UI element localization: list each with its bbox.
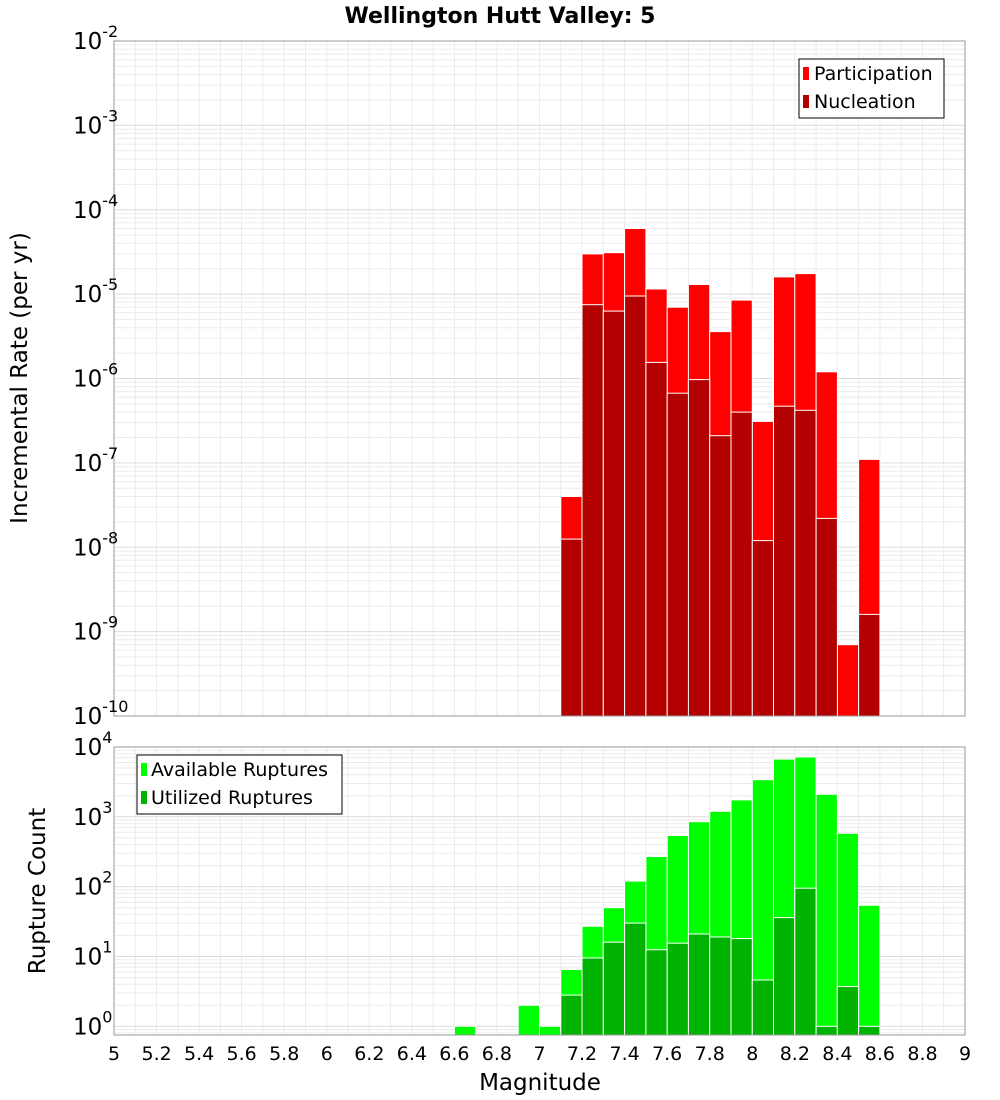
top-y-tick-label: 10-6 <box>73 360 118 393</box>
x-tick-label: 5.6 <box>226 1043 256 1065</box>
x-tick-labels: 5 5.2 5.4 5.6 5.8 6 6.2 6.4 6.6 6.8 7 7.2 7.4 7.6 7.8 8… <box>108 1043 971 1065</box>
bottom-bar-available <box>815 793 838 1036</box>
top-bar-nucleation <box>602 310 626 717</box>
top-bars <box>560 228 881 717</box>
top-bar-nucleation <box>773 405 796 717</box>
bottom-y-axis-title: Rupture Count <box>25 808 51 974</box>
top-bar-nucleation <box>709 435 732 717</box>
bottom-bar-utilized <box>709 936 732 1036</box>
top-y-tick-label: 10-5 <box>73 275 118 308</box>
top-y-tick-label: 10-3 <box>73 106 118 139</box>
bottom-y-tick-label: 104 <box>73 728 112 761</box>
x-tick-label: 5 <box>108 1043 120 1065</box>
top-bar-nucleation <box>815 517 838 717</box>
bottom-legend: Available Ruptures Utilized Ruptures <box>136 754 343 815</box>
top-y-tick-label: 10-7 <box>73 444 118 477</box>
bottom-bar-available <box>539 1025 562 1036</box>
bottom-bar-utilized <box>687 933 711 1036</box>
x-tick-label: 7.4 <box>609 1043 639 1065</box>
top-legend: Participation Nucleation <box>798 58 945 119</box>
bottom-bar-utilized <box>581 957 604 1036</box>
top-plot-frame <box>113 40 966 717</box>
top-bar-nucleation <box>560 538 583 717</box>
top-panel: 10-2 10-3 10-4 10-5 10-6 10-7 10-8 10-9 10-10 In… <box>7 22 966 730</box>
legend-swatch-utilized <box>141 791 147 804</box>
bottom-y-tick-label: 100 <box>73 1007 112 1040</box>
bottom-bar-utilized <box>624 922 647 1036</box>
x-tick-label: 5.8 <box>269 1043 299 1065</box>
x-tick-label: 7.8 <box>695 1043 725 1065</box>
bottom-bar-utilized <box>602 941 626 1036</box>
x-tick-label: 7 <box>533 1043 545 1065</box>
bottom-bar-available <box>858 904 881 1036</box>
x-tick-label: 7.6 <box>652 1043 682 1065</box>
x-tick-label: 7.2 <box>567 1043 597 1065</box>
x-tick-label: 6.4 <box>397 1043 427 1065</box>
bottom-bar-available <box>517 1004 541 1036</box>
top-legend-box <box>798 58 945 119</box>
bottom-bar-utilized <box>751 979 775 1036</box>
bottom-bar-utilized <box>858 1025 881 1036</box>
bottom-bar-utilized <box>836 986 860 1036</box>
bottom-bar-utilized <box>730 938 753 1036</box>
x-tick-label: 6.8 <box>482 1043 512 1065</box>
top-bar-participation <box>836 644 860 717</box>
legend-label-available: Available Ruptures <box>151 759 328 781</box>
bottom-bar-utilized <box>794 887 817 1036</box>
bottom-panel: 104 103 102 101 100 5 5.2 5.4 5.6 5.8 6 6.2 6.4 6.6 6… <box>25 728 971 1096</box>
x-tick-label: 6.2 <box>354 1043 384 1065</box>
bottom-y-tick-label: 101 <box>73 938 112 971</box>
x-tick-label: 6.6 <box>439 1043 469 1065</box>
top-bar-nucleation <box>730 411 753 717</box>
x-axis-title: Magnitude <box>479 1070 601 1096</box>
x-tick-label: 8 <box>746 1043 758 1065</box>
bottom-y-tick-label: 102 <box>73 868 112 901</box>
bottom-bar-utilized <box>815 1025 838 1036</box>
legend-label-nucleation: Nucleation <box>814 91 916 113</box>
x-tick-label: 8.8 <box>907 1043 937 1065</box>
x-tick-label: 8.4 <box>822 1043 852 1065</box>
bottom-bar-utilized <box>645 949 668 1036</box>
top-y-axis-title: Incremental Rate (per yr) <box>7 232 33 524</box>
top-bar-nucleation <box>751 540 775 717</box>
top-y-tick-label: 10-4 <box>73 191 118 224</box>
bottom-bar-utilized <box>666 942 690 1036</box>
top-y-tick-label: 10-10 <box>73 697 128 730</box>
legend-label-participation: Participation <box>814 63 933 85</box>
x-tick-label: 6 <box>321 1043 333 1065</box>
top-bar-nucleation <box>645 361 668 717</box>
top-y-ticks: 10-2 10-3 10-4 10-5 10-6 10-7 10-8 10-9 10-10 <box>73 22 128 730</box>
top-bar-nucleation <box>794 409 817 717</box>
top-bar-nucleation <box>687 379 711 717</box>
x-tick-label: 9 <box>959 1043 971 1065</box>
x-tick-label: 8.2 <box>780 1043 810 1065</box>
top-y-tick-label: 10-9 <box>73 613 118 646</box>
top-bar-nucleation <box>858 613 881 717</box>
legend-label-utilized: Utilized Ruptures <box>151 787 313 809</box>
top-bar-nucleation <box>581 304 604 717</box>
bottom-y-tick-label: 103 <box>73 798 112 831</box>
top-bar-nucleation <box>666 392 690 717</box>
top-y-tick-label: 10-8 <box>73 528 118 561</box>
chart-title: Wellington Hutt Valley: 5 <box>345 4 656 29</box>
legend-swatch-available <box>141 763 147 776</box>
top-y-tick-label: 10-2 <box>73 22 118 55</box>
legend-swatch-participation <box>803 67 809 80</box>
bottom-bar-available <box>453 1025 477 1036</box>
bottom-legend-box <box>136 754 343 815</box>
bottom-y-ticks: 104 103 102 101 100 <box>73 728 112 1040</box>
top-bar-nucleation <box>624 295 647 717</box>
bottom-bar-utilized <box>560 994 583 1036</box>
x-tick-label: 8.6 <box>865 1043 895 1065</box>
legend-swatch-nucleation <box>803 95 809 108</box>
bottom-plot-frame <box>113 746 966 1036</box>
bottom-bar-utilized <box>773 917 796 1036</box>
x-tick-label: 5.2 <box>141 1043 171 1065</box>
x-tick-label: 5.4 <box>184 1043 214 1065</box>
bottom-bars <box>453 756 881 1036</box>
